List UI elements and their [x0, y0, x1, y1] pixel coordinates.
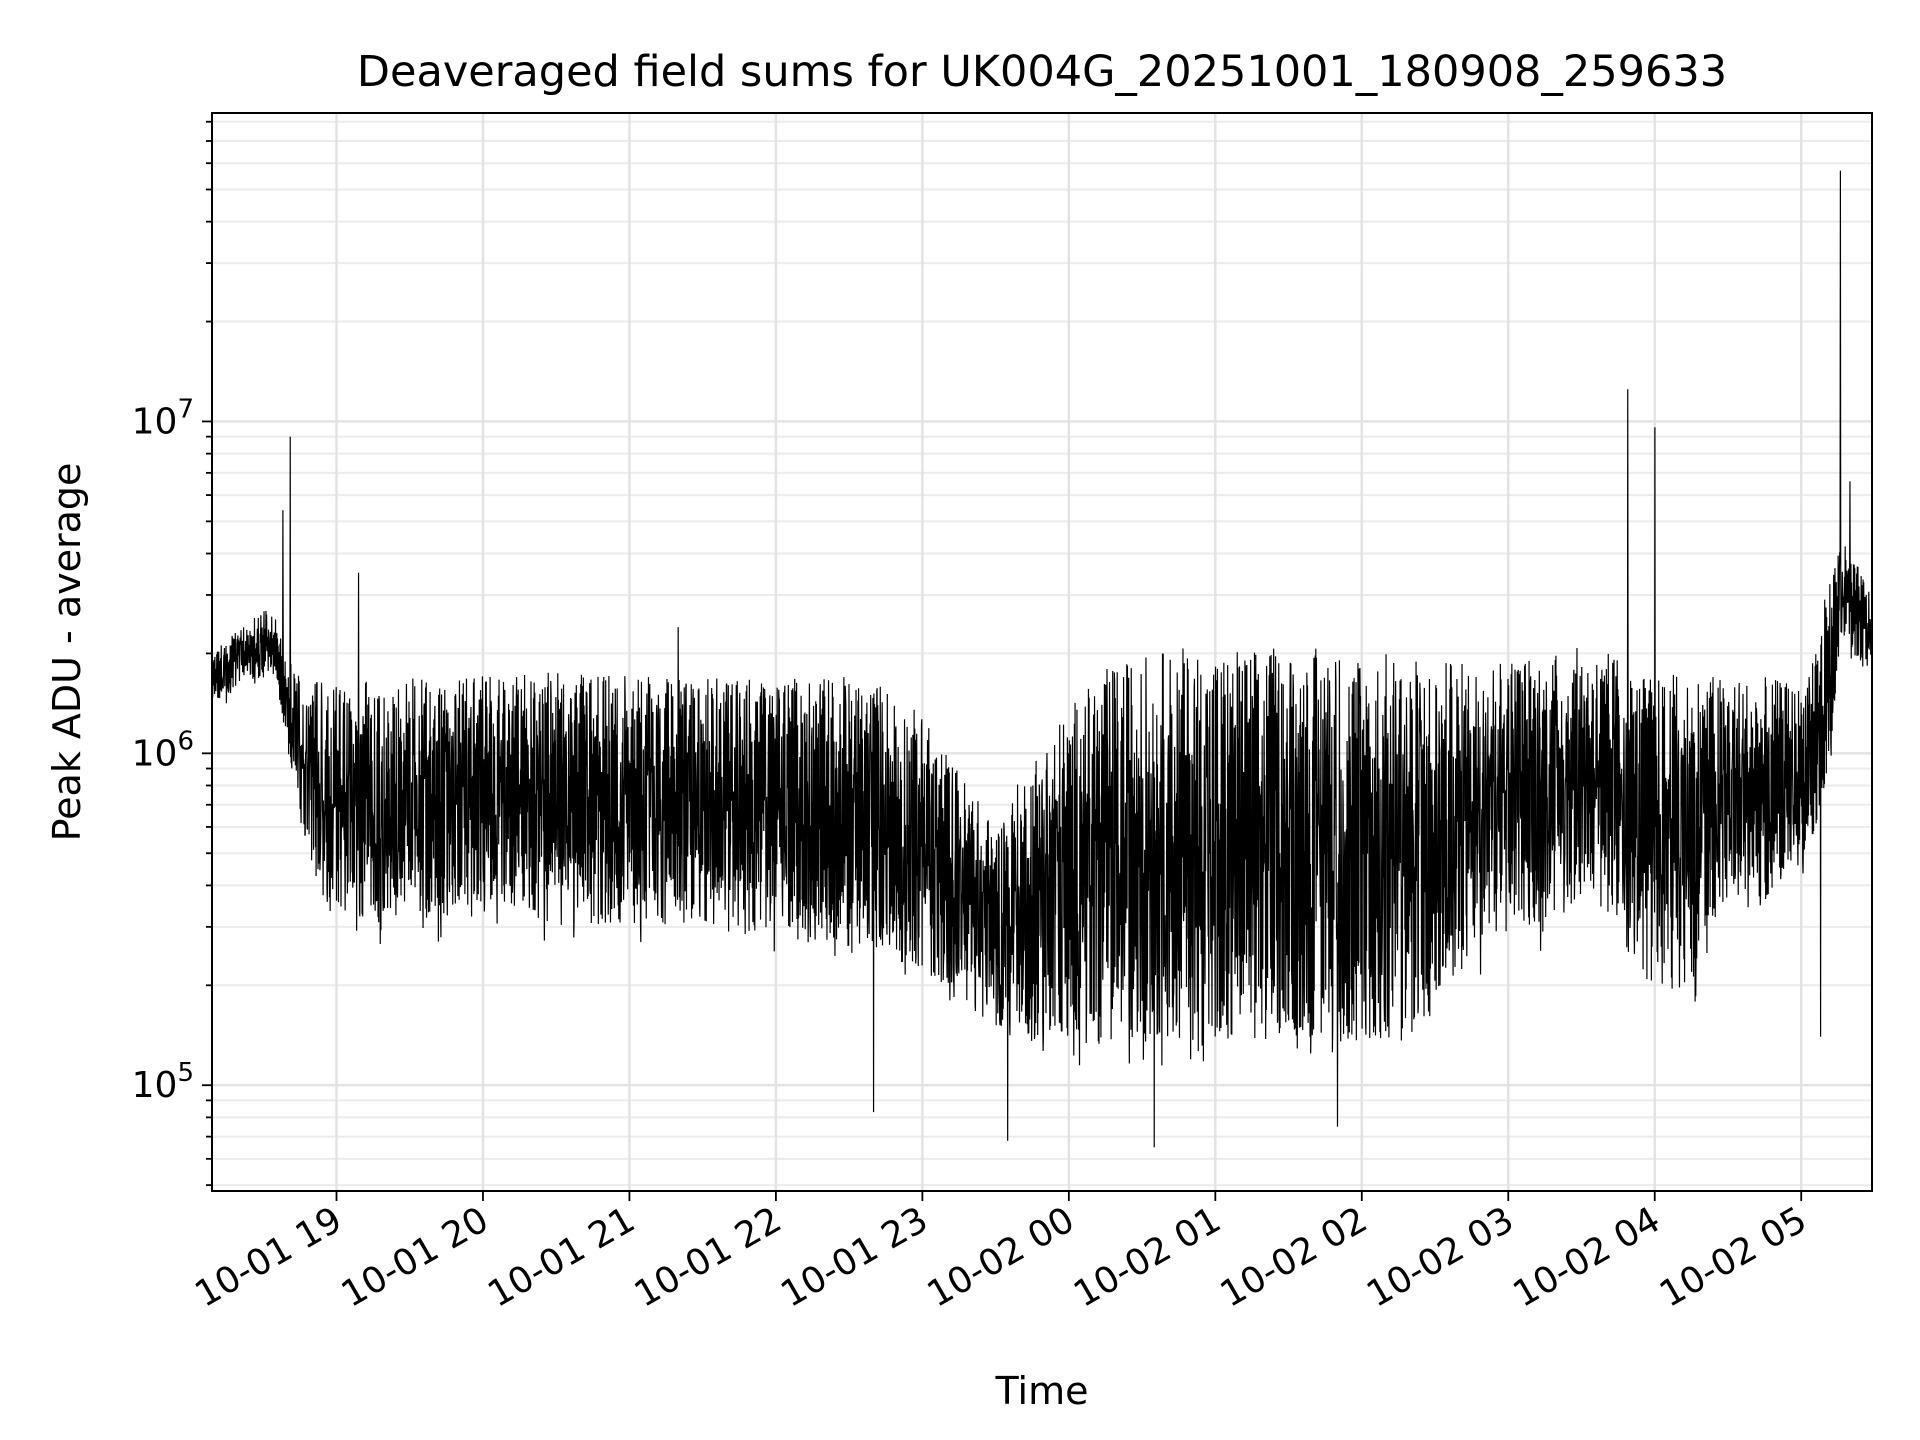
x-tick-label: 10-02 05 — [1653, 1199, 1814, 1315]
plot-frame — [211, 112, 1873, 1192]
x-tick-label: 10-02 03 — [1360, 1199, 1521, 1315]
x-tick-label: 10-01 22 — [628, 1199, 789, 1315]
x-tick-label: 10-02 01 — [1067, 1199, 1228, 1315]
chart-title: Deaveraged field sums for UK004G_2025100… — [357, 47, 1727, 97]
x-tick-label: 10-02 00 — [921, 1199, 1082, 1315]
y-tick-label: 106 — [132, 726, 194, 774]
x-tick-label: 10-02 02 — [1214, 1199, 1375, 1315]
grid — [212, 113, 1872, 1191]
y-tick-label: 107 — [132, 394, 194, 442]
x-tick-label: 10-01 23 — [774, 1199, 935, 1315]
x-axis-label: Time — [995, 1369, 1089, 1413]
x-tick-label: 10-02 04 — [1507, 1199, 1668, 1315]
x-tick-label: 10-01 19 — [188, 1199, 349, 1315]
series-line — [211, 170, 1873, 1148]
x-tick-label: 10-01 21 — [481, 1199, 642, 1315]
y-axis-label: Peak ADU - average — [45, 463, 89, 842]
x-tick-label: 10-01 20 — [335, 1199, 496, 1315]
series-path — [211, 170, 1873, 1148]
y-tick-label: 105 — [132, 1058, 194, 1106]
